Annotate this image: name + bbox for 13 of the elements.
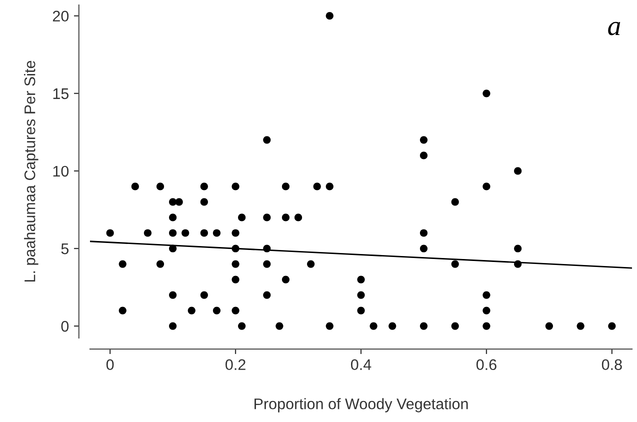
- x-tick-label: 0.6: [476, 359, 496, 370]
- y-tick-label: 15: [53, 88, 69, 100]
- x-tick-label: 0.2: [226, 359, 246, 370]
- y-tick-label: 20: [52, 10, 69, 22]
- y-axis-title: L. paahaumaa Captures Per Site: [24, 60, 38, 282]
- x-tick-label: 0: [106, 359, 114, 370]
- annotation: a: [608, 22, 620, 36]
- y-tick-label: 10: [53, 166, 69, 177]
- x-axis-title: Proportion of Woody Vegetation: [254, 398, 468, 412]
- y-tick-label: 0: [61, 320, 69, 332]
- x-tick-label: 0.4: [350, 359, 372, 370]
- y-tick-label: 5: [61, 244, 69, 254]
- x-tick-label: 0.8: [602, 359, 622, 370]
